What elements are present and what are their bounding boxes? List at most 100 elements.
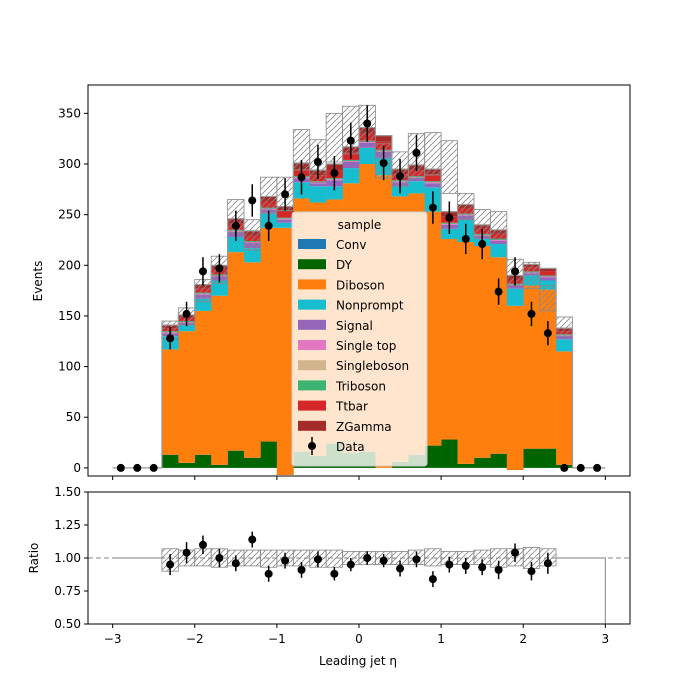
- bar: [490, 453, 508, 468]
- legend-entry: Signal: [298, 319, 373, 333]
- legend-label: Data: [336, 440, 365, 454]
- legend-swatch: [298, 259, 326, 270]
- uncertainty-bin: [539, 285, 557, 312]
- data-point: [363, 119, 372, 128]
- bar: [276, 218, 294, 220]
- data-point: [264, 221, 273, 230]
- legend-label: Signal: [336, 319, 373, 333]
- legend-entry: ZGamma: [298, 420, 392, 434]
- x-tick-label: 1: [437, 632, 445, 646]
- bar: [490, 239, 508, 241]
- y-tick-label: 300: [58, 157, 81, 171]
- data-point: [346, 136, 355, 145]
- data-point: [198, 267, 207, 276]
- bar: [326, 186, 343, 200]
- x-axis-label: Leading jet η: [319, 654, 397, 668]
- data-point: [149, 463, 158, 472]
- legend-entry: Nonprompt: [298, 299, 404, 313]
- bar: [227, 450, 245, 468]
- uncertainty-bin: [457, 192, 475, 221]
- bar: [211, 464, 228, 468]
- bar: [211, 280, 228, 296]
- ratio-point: [428, 575, 437, 584]
- bar: [211, 295, 228, 465]
- ratio-y-tick-label: 0.75: [54, 584, 81, 598]
- bar: [539, 275, 557, 277]
- bar: [161, 454, 179, 468]
- uncertainty-bin: [489, 211, 508, 240]
- data-point: [445, 213, 454, 222]
- legend-swatch: [298, 279, 326, 290]
- legend-swatch: [298, 299, 326, 310]
- ratio-band-bin: [260, 549, 278, 568]
- x-tick-label: 0: [355, 632, 363, 646]
- bar: [408, 181, 425, 194]
- ratio-point: [543, 559, 552, 568]
- bar: [276, 219, 294, 223]
- data-point: [281, 190, 290, 199]
- data-point: [379, 158, 388, 167]
- ratio-point: [412, 555, 421, 564]
- uncertainty-bin: [440, 140, 458, 194]
- ratio-y-tick-label: 1.00: [54, 551, 81, 565]
- bar: [244, 248, 261, 263]
- bar: [161, 349, 179, 455]
- bar: [276, 222, 294, 228]
- bar: [490, 238, 508, 240]
- bar: [556, 351, 573, 465]
- legend-entry: Triboson: [298, 379, 386, 393]
- data-point: [297, 173, 306, 182]
- bar: [424, 211, 442, 446]
- bar: [424, 174, 442, 182]
- x-tick-label: 3: [602, 632, 610, 646]
- legend-entry: Single top: [298, 339, 396, 353]
- legend-label: ZGamma: [336, 420, 392, 434]
- ratio-point: [215, 554, 224, 562]
- ratio-point: [527, 567, 536, 576]
- data-point: [116, 463, 125, 472]
- ratio-point: [264, 569, 273, 578]
- bar: [424, 181, 442, 183]
- ratio-point: [297, 565, 306, 574]
- ratio-point: [231, 559, 240, 568]
- legend-label: DY: [336, 258, 353, 272]
- data-point: [215, 264, 224, 273]
- bar: [539, 277, 557, 281]
- data-point: [166, 334, 175, 343]
- bar: [342, 168, 360, 184]
- legend-entry: Data: [308, 437, 365, 455]
- data-point: [527, 309, 536, 318]
- legend-entry: Ttbar: [298, 400, 368, 414]
- bar: [375, 135, 393, 142]
- uncertainty-bin: [243, 219, 261, 251]
- ratio-point: [166, 560, 175, 569]
- ratio-point: [281, 556, 290, 565]
- bar: [359, 142, 376, 148]
- legend-label: Diboson: [336, 278, 385, 292]
- data-point: [593, 463, 602, 472]
- bar: [178, 331, 196, 463]
- bar: [539, 268, 557, 272]
- ratio-point: [461, 561, 470, 570]
- ratio-point: [198, 540, 207, 549]
- legend-swatch: [298, 360, 326, 371]
- data-point: [412, 148, 421, 157]
- x-tick-label: −3: [104, 632, 122, 646]
- ratio-point: [511, 548, 520, 557]
- bar: [309, 182, 327, 184]
- legend-label: Singleboson: [336, 359, 409, 373]
- data-point: [560, 463, 569, 472]
- legend-title: sample: [338, 218, 382, 232]
- bar: [260, 227, 278, 442]
- legend-label: Single top: [336, 339, 396, 353]
- bar: [539, 289, 557, 449]
- legend-swatch: [298, 239, 326, 249]
- ratio-y-tick-label: 1.50: [54, 485, 81, 499]
- total-mc-outline: [112, 126, 606, 469]
- y-tick-label: 0: [73, 461, 81, 475]
- legend-entry: DY: [298, 258, 353, 272]
- ratio-point: [363, 554, 372, 562]
- data-point: [478, 240, 487, 249]
- bar: [359, 141, 376, 143]
- data-point: [576, 463, 585, 472]
